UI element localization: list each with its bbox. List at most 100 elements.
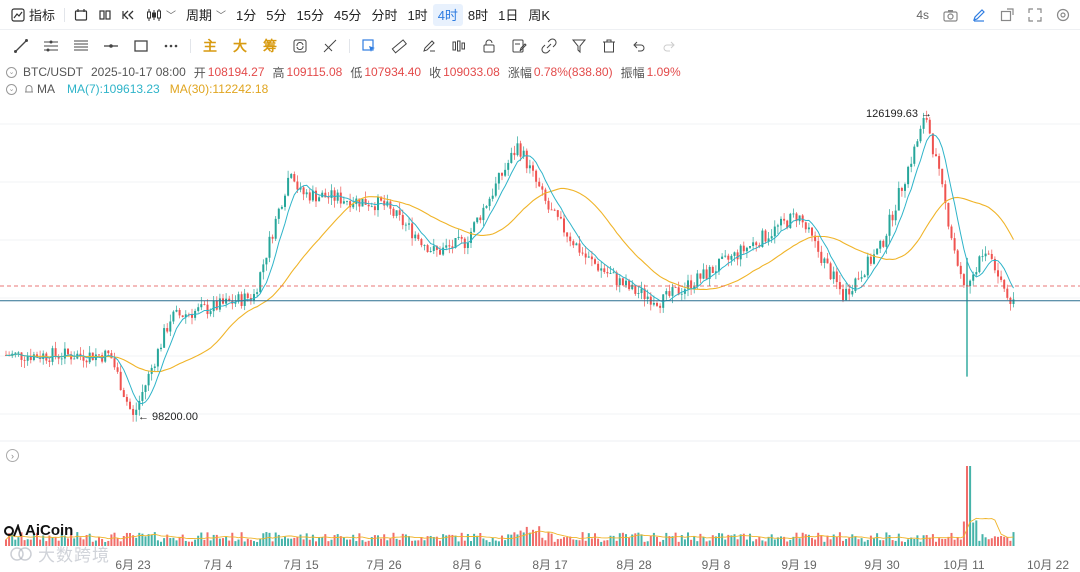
interval-tab[interactable]: 45分	[333, 8, 362, 23]
select-tool[interactable]	[354, 31, 384, 61]
settings-gear-icon[interactable]	[1056, 8, 1070, 22]
candle-body	[296, 181, 299, 190]
candle-body	[339, 192, 342, 204]
indicator-button[interactable]: 指标	[6, 4, 60, 26]
main-force-tool[interactable]: 主	[203, 38, 217, 54]
candle-body	[451, 246, 454, 248]
rewind-button[interactable]	[117, 4, 141, 26]
horizontal-line-tool[interactable]	[96, 31, 126, 61]
interval-tab[interactable]: 5分	[266, 8, 287, 23]
parallel-channel-tool[interactable]	[36, 31, 66, 61]
volume-bar	[823, 541, 826, 546]
expand-icon[interactable]: ›	[6, 449, 19, 462]
period-dropdown[interactable]: 周期 ﹀	[181, 4, 231, 26]
volume-bar	[727, 534, 730, 546]
compare-button[interactable]	[93, 4, 117, 26]
date-axis-label: 6月 23	[115, 558, 151, 572]
volume-bar	[243, 541, 246, 546]
candle-body	[349, 201, 352, 208]
bell-icon[interactable]	[23, 83, 35, 95]
popout-icon[interactable]	[1000, 8, 1014, 22]
big-order-tool[interactable]: 大	[233, 38, 247, 54]
volume-bar	[786, 541, 789, 546]
chip-distribution-tool[interactable]: 筹	[263, 38, 277, 54]
fullscreen-icon[interactable]	[1028, 8, 1042, 22]
candle-body	[417, 234, 420, 240]
volume-bar	[755, 539, 758, 546]
lock-tool[interactable]	[474, 31, 504, 61]
measure-tool[interactable]	[315, 31, 345, 61]
calendar-button[interactable]	[69, 4, 93, 26]
volume-bar	[532, 529, 534, 546]
divider	[349, 39, 350, 53]
candle-body	[947, 202, 950, 227]
volume-bar	[448, 534, 451, 546]
volume-bar	[866, 539, 869, 546]
volume-bar	[928, 537, 931, 546]
pencil-icon[interactable]	[972, 8, 986, 22]
chart-type-button[interactable]: ﹀	[141, 4, 181, 26]
collapse-icon[interactable]: ⌄	[6, 66, 17, 78]
horizontal-line-icon	[104, 44, 118, 48]
trend-line-tool[interactable]	[6, 31, 36, 61]
more-tools[interactable]	[156, 31, 186, 61]
interval-tab[interactable]: 1时	[407, 8, 428, 23]
interval-tab[interactable]: 8时	[467, 8, 489, 23]
candle-body	[535, 170, 538, 182]
watermark-text: 大数跨境	[38, 546, 110, 565]
candle-body	[671, 287, 674, 296]
volume-bar	[643, 541, 646, 546]
interval-tab[interactable]: 周K	[528, 8, 551, 23]
candle-body	[51, 348, 54, 362]
date-axis-label: 9月 30	[864, 558, 900, 572]
price-chart[interactable]	[0, 96, 1080, 552]
filter-tool[interactable]	[564, 31, 594, 61]
bar-pattern-tool[interactable]	[444, 31, 474, 61]
candle-body	[962, 274, 965, 286]
interval-tab[interactable]: 4时	[432, 3, 463, 26]
brush-tool[interactable]	[414, 31, 444, 61]
fib-tool[interactable]	[66, 31, 96, 61]
interval-tab[interactable]: 15分	[296, 8, 324, 23]
volume-bar	[662, 539, 665, 546]
volume-bar	[792, 536, 795, 546]
magnet-tool[interactable]	[534, 31, 564, 61]
candle-body	[640, 288, 643, 294]
candle-body	[792, 213, 795, 215]
candle-body	[594, 259, 596, 264]
rectangle-tool[interactable]	[126, 31, 156, 61]
ruler-tool[interactable]	[384, 31, 414, 61]
volume-bar	[234, 541, 237, 546]
volume-bar	[45, 541, 48, 546]
interval-tab[interactable]: 分时	[371, 8, 398, 23]
interval-tab[interactable]: 1分	[236, 8, 257, 23]
volume-bar	[528, 532, 531, 546]
refresh-interval[interactable]: 4s	[916, 8, 929, 22]
sync-tool[interactable]	[285, 31, 315, 61]
volume-bar	[863, 541, 866, 546]
measure-icon	[323, 39, 337, 53]
volume-bar	[904, 541, 906, 546]
undo-button[interactable]	[624, 31, 654, 61]
candle-body	[687, 280, 689, 290]
candle-body	[718, 258, 720, 272]
volume-bar	[984, 537, 987, 546]
volume-bar	[553, 541, 556, 546]
camera-icon[interactable]	[943, 9, 958, 22]
drawing-toolbar: 主 大 筹	[0, 31, 1080, 61]
candle-body	[807, 227, 810, 230]
collapse-icon[interactable]: ⌄	[6, 83, 17, 95]
redo-button[interactable]	[654, 31, 684, 61]
volume-bar	[621, 532, 624, 546]
interval-tab[interactable]: 1日	[498, 8, 519, 23]
date-axis-label: 8月 6	[452, 558, 482, 572]
volume-bar	[346, 539, 348, 546]
divider	[190, 39, 191, 53]
volume-bar	[253, 541, 255, 546]
edit-settings-tool[interactable]	[504, 31, 534, 61]
delete-tool[interactable]	[594, 31, 624, 61]
candle-body	[113, 358, 116, 368]
candle-body	[324, 192, 327, 198]
volume-bar	[637, 532, 640, 546]
volume-bar	[206, 532, 209, 546]
